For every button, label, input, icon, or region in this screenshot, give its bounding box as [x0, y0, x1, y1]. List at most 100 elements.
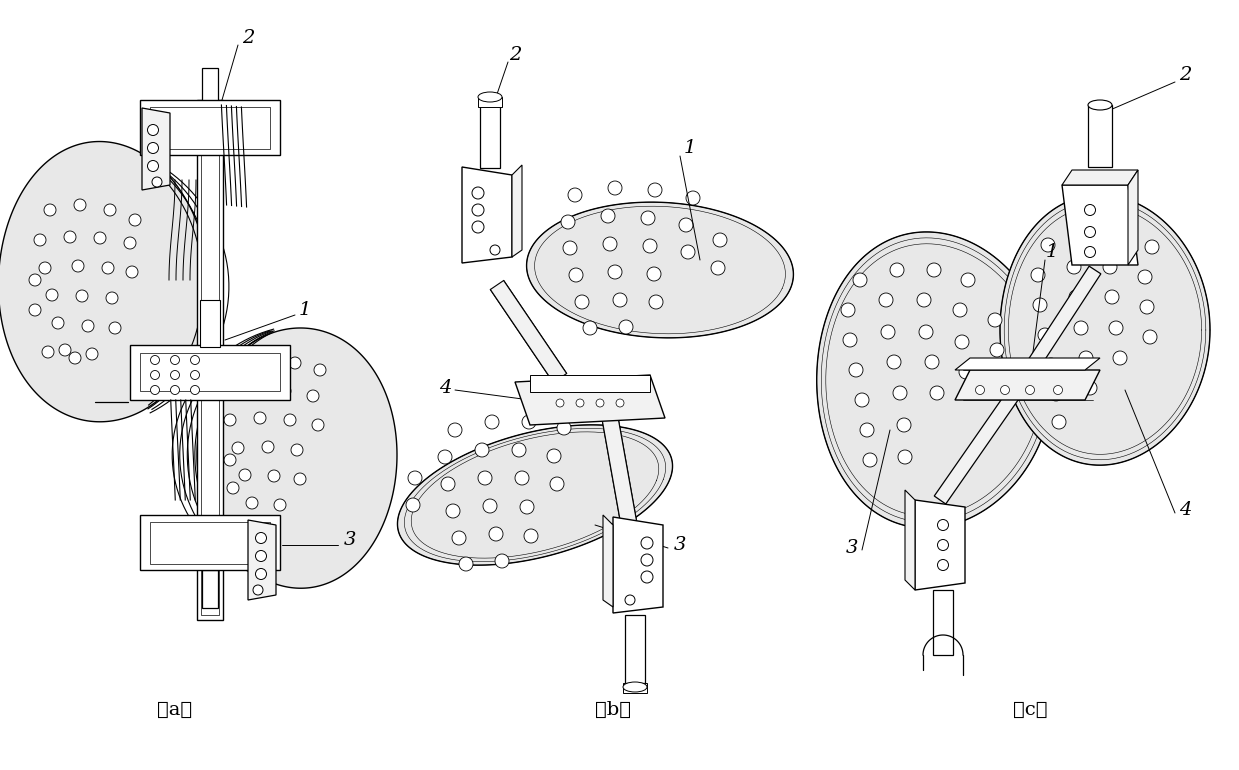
Bar — [140, 353, 280, 391]
Ellipse shape — [623, 682, 647, 692]
Circle shape — [102, 262, 114, 274]
Polygon shape — [527, 203, 793, 338]
Circle shape — [227, 482, 239, 494]
Bar — [933, 590, 953, 655]
Circle shape — [613, 293, 627, 307]
Circle shape — [147, 160, 159, 172]
Circle shape — [28, 304, 41, 316]
Text: （b）: （b） — [595, 701, 631, 719]
Polygon shape — [248, 520, 276, 600]
Circle shape — [1038, 328, 1052, 342]
Circle shape — [42, 346, 55, 358]
Circle shape — [1111, 230, 1125, 244]
Circle shape — [104, 204, 116, 216]
Circle shape — [312, 419, 325, 431]
Circle shape — [249, 383, 261, 395]
Circle shape — [129, 214, 141, 226]
Polygon shape — [491, 280, 566, 383]
Circle shape — [878, 293, 893, 307]
Ellipse shape — [1088, 100, 1111, 110]
Circle shape — [1113, 351, 1127, 365]
Circle shape — [191, 356, 199, 364]
Circle shape — [147, 125, 159, 136]
Polygon shape — [934, 381, 1026, 504]
Circle shape — [1069, 290, 1083, 304]
Circle shape — [76, 290, 88, 302]
Bar — [624, 615, 646, 683]
Circle shape — [150, 370, 160, 380]
Circle shape — [961, 273, 975, 287]
Circle shape — [307, 390, 318, 402]
Circle shape — [150, 356, 160, 364]
Ellipse shape — [478, 92, 502, 102]
Polygon shape — [512, 165, 522, 257]
Text: 1: 1 — [299, 301, 311, 319]
Text: 3: 3 — [674, 536, 686, 554]
Circle shape — [458, 557, 473, 571]
Circle shape — [550, 477, 564, 491]
Circle shape — [496, 554, 509, 568]
Circle shape — [261, 441, 274, 453]
Circle shape — [864, 453, 877, 467]
Circle shape — [33, 234, 46, 246]
Text: 4: 4 — [1178, 501, 1191, 519]
Circle shape — [620, 320, 633, 334]
Circle shape — [641, 211, 655, 225]
Circle shape — [406, 498, 420, 512]
Circle shape — [641, 537, 653, 549]
Bar — [478, 97, 502, 107]
Circle shape — [1067, 260, 1080, 274]
Circle shape — [1044, 358, 1058, 372]
Circle shape — [150, 386, 160, 394]
Circle shape — [82, 320, 94, 332]
Circle shape — [45, 204, 56, 216]
Circle shape — [584, 321, 597, 335]
Circle shape — [484, 415, 499, 429]
Circle shape — [556, 399, 564, 407]
Circle shape — [608, 181, 622, 195]
Circle shape — [616, 399, 624, 407]
Bar — [202, 570, 218, 608]
Circle shape — [171, 370, 180, 380]
Text: （c）: （c） — [1012, 701, 1047, 719]
Circle shape — [546, 449, 561, 463]
Bar — [202, 68, 218, 106]
Text: 1: 1 — [1046, 243, 1058, 261]
Circle shape — [567, 188, 582, 202]
Circle shape — [483, 499, 497, 513]
Circle shape — [596, 399, 603, 407]
Polygon shape — [1062, 170, 1137, 185]
Polygon shape — [1127, 170, 1137, 265]
Circle shape — [953, 303, 966, 317]
Polygon shape — [1000, 195, 1211, 465]
Bar — [201, 105, 219, 615]
Circle shape — [1105, 290, 1119, 304]
Circle shape — [74, 199, 85, 211]
Circle shape — [255, 568, 266, 580]
Circle shape — [649, 295, 663, 309]
Bar — [140, 515, 280, 570]
Circle shape — [558, 421, 571, 435]
Text: 3: 3 — [343, 531, 356, 549]
Polygon shape — [955, 358, 1100, 370]
Circle shape — [478, 471, 492, 485]
Text: 2: 2 — [242, 29, 254, 47]
Circle shape — [69, 352, 81, 364]
Circle shape — [268, 470, 280, 482]
Circle shape — [109, 322, 121, 334]
Circle shape — [439, 450, 452, 464]
Circle shape — [520, 500, 534, 514]
Circle shape — [472, 221, 484, 233]
Circle shape — [1079, 351, 1093, 365]
Circle shape — [927, 263, 940, 277]
Circle shape — [938, 520, 949, 531]
Circle shape — [52, 317, 64, 329]
Circle shape — [72, 260, 84, 272]
Circle shape — [641, 554, 653, 566]
Circle shape — [46, 289, 58, 301]
Text: （a）: （a） — [157, 701, 192, 719]
Circle shape — [522, 415, 536, 429]
Circle shape — [1140, 300, 1154, 314]
Circle shape — [852, 273, 867, 287]
Circle shape — [452, 531, 466, 545]
